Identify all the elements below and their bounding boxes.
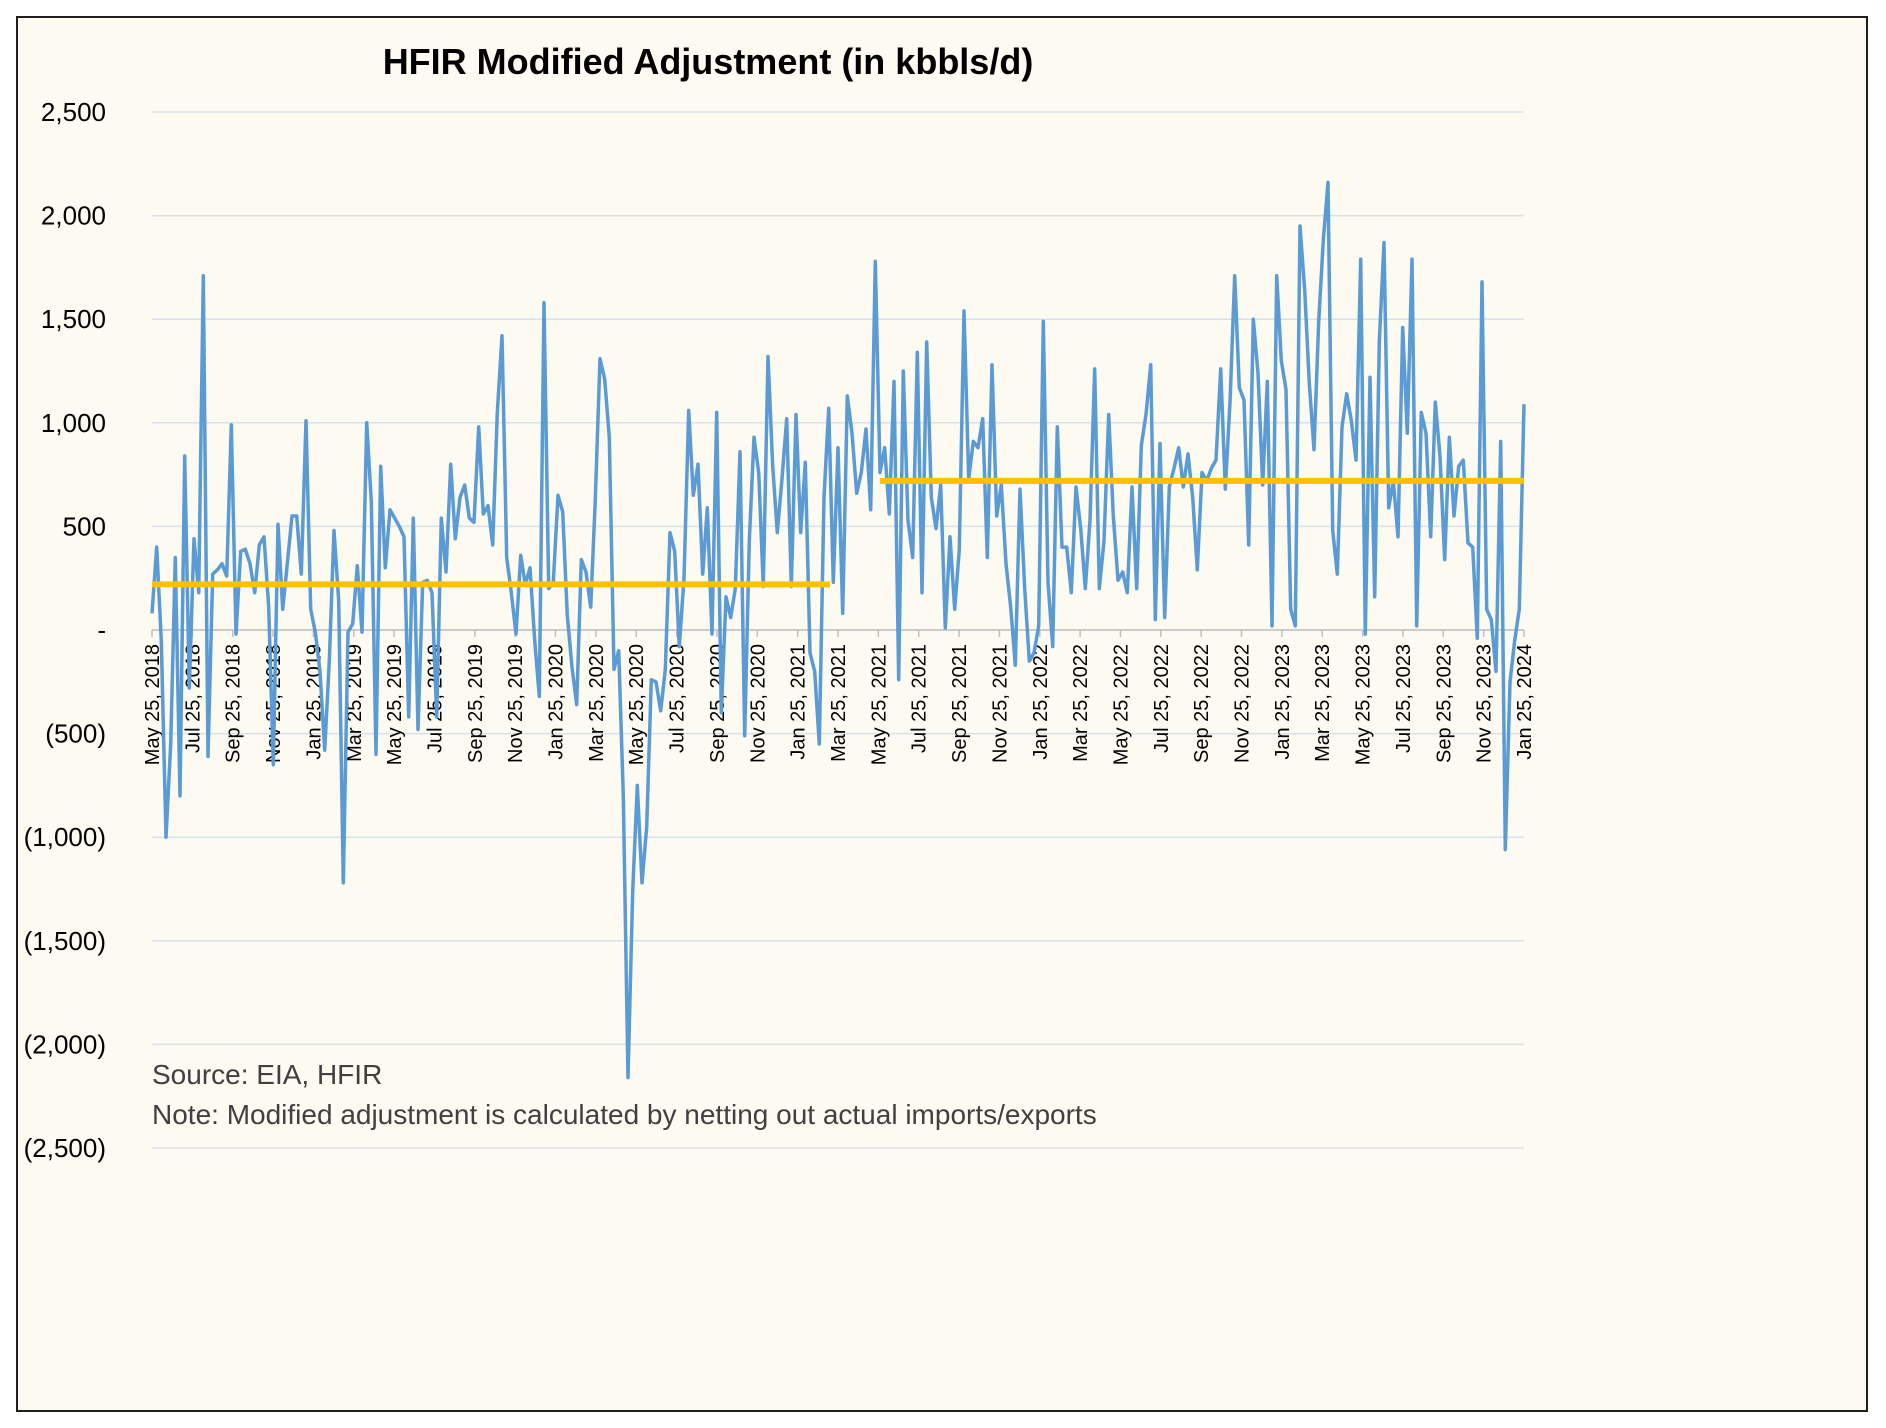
x-tick-label: Jan 25, 2024 [1514, 644, 1536, 760]
x-tick-label: Mar 25, 2021 [828, 644, 850, 762]
x-tick-label: Jul 25, 2018 [182, 644, 204, 753]
x-tick-label: Nov 25, 2023 [1474, 644, 1496, 763]
x-tick-label: Nov 25, 2021 [989, 644, 1011, 763]
y-tick-label: (1,500) [24, 926, 106, 956]
x-tick-label: Mar 25, 2019 [344, 644, 366, 762]
x-tick-label: May 25, 2019 [384, 644, 406, 765]
y-tick-label: 2,500 [41, 97, 106, 127]
y-tick-label: (2,500) [24, 1133, 106, 1163]
x-tick-label: Jul 25, 2020 [667, 644, 689, 753]
y-tick-label: 500 [63, 511, 106, 541]
y-tick-layer: 2,500 2,000 1,500 1,000 500 - (500) (1,000) (1,5… [24, 97, 106, 1163]
y-tick-label: 1,500 [41, 304, 106, 334]
y-tick-label: (1,000) [24, 822, 106, 852]
x-tick-label: Sep 25, 2019 [465, 644, 487, 763]
x-tick-label: May 25, 2020 [626, 644, 648, 765]
x-tick-label: Nov 25, 2020 [747, 644, 769, 763]
y-tick-label: (2,000) [24, 1029, 106, 1059]
x-tick-label: Nov 25, 2022 [1232, 644, 1254, 763]
y-tick-label: 1,000 [41, 408, 106, 438]
x-tick-label: May 25, 2021 [868, 644, 890, 765]
series-layer [150, 180, 1526, 1080]
x-tick-label: Jan 25, 2020 [546, 644, 568, 760]
x-tick-label: Sep 25, 2020 [707, 644, 729, 763]
y-tick-label: 2,000 [41, 201, 106, 231]
x-tick-label: Sep 25, 2021 [949, 644, 971, 763]
x-tick-layer: May 25, 2018 Jul 25, 2018 Sep 25, 2018 Nov … [142, 629, 1536, 765]
x-tick-label: Mar 25, 2020 [586, 644, 608, 762]
x-tick-label: Jan 25, 2021 [788, 644, 810, 760]
y-tick-label: (500) [45, 719, 106, 749]
x-tick-label: Nov 25, 2019 [505, 644, 527, 763]
x-tick-label: Jan 25, 2023 [1272, 644, 1294, 760]
chart-title: HFIR Modified Adjustment (in kbbls/d) [383, 41, 1034, 82]
x-tick-label: May 25, 2023 [1353, 644, 1375, 765]
source-note: Source: EIA, HFIR [152, 1059, 382, 1090]
x-tick-label: Jan 25, 2022 [1030, 644, 1052, 760]
x-tick-label: Jul 25, 2021 [909, 644, 931, 753]
y-tick-label: - [97, 615, 106, 645]
x-tick-label: Sep 25, 2022 [1191, 644, 1213, 763]
chart-svg: HFIR Modified Adjustment (in kbbls/d) 2,… [24, 41, 1536, 1163]
series-line-adjustment [150, 180, 1526, 1080]
x-tick-label: Mar 25, 2023 [1312, 644, 1334, 762]
x-tick-label: May 25, 2022 [1110, 644, 1132, 765]
x-tick-label: Sep 25, 2023 [1433, 644, 1455, 763]
x-tick-label: Jul 25, 2022 [1151, 644, 1173, 753]
x-tick-label: Jul 25, 2023 [1393, 644, 1415, 753]
chart-frame: HFIR Modified Adjustment (in kbbls/d) 2,… [16, 16, 1868, 1412]
x-tick-label: Mar 25, 2022 [1070, 644, 1092, 762]
x-tick-label: May 25, 2018 [142, 644, 164, 765]
x-tick-label: Sep 25, 2018 [223, 644, 245, 763]
methodology-note: Note: Modified adjustment is calculated … [152, 1099, 1097, 1130]
